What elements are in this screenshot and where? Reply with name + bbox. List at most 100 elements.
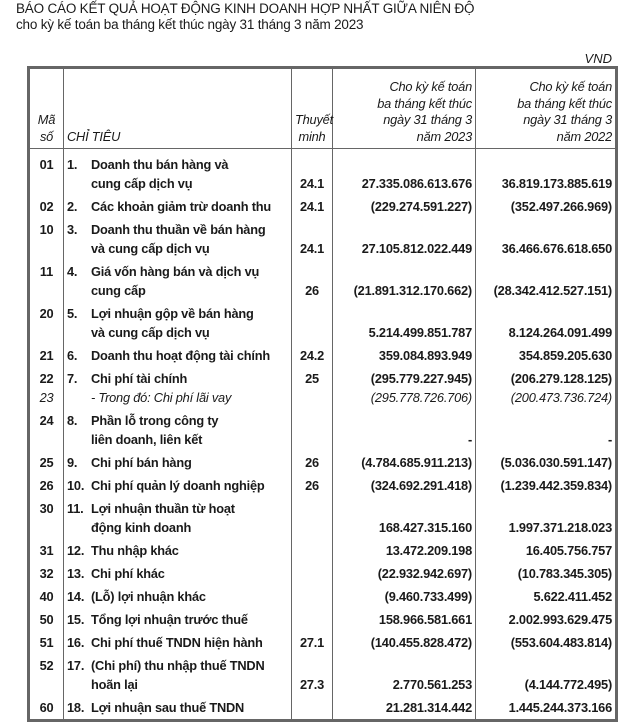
- value-2023: (9.460.733.499): [332, 585, 476, 608]
- table-row: 02 2. Các khoản giảm trừ doanh thu 24.1 (229…: [28, 195, 617, 218]
- row-code: 50: [28, 608, 64, 631]
- value-2022: 36.466.676.618.650: [475, 218, 617, 260]
- value-2023: 5.214.499.851.787: [332, 302, 476, 344]
- item-label: Lợi nhuận sau thuế TNDN: [91, 700, 245, 715]
- row-label: 3. Doanh thu thuần về bán hàng và cung cấp…: [63, 218, 292, 260]
- item-label: Thu nhập khác: [91, 543, 179, 558]
- header-code: Mã số: [28, 67, 64, 149]
- sub-value-2023: (295.778.726.706): [370, 390, 472, 405]
- item-label: Chi phí quản lý doanh nghiệp: [91, 478, 265, 493]
- row-note: [291, 562, 333, 585]
- value-2022: (10.783.345.305): [475, 562, 617, 585]
- row-note: [291, 539, 333, 562]
- row-code: 51: [28, 631, 64, 654]
- item-label: (Chi phí) thu nhập thuế TNDN hoãn lại: [91, 658, 265, 692]
- row-label: 11. Lợi nhuận thuần từ hoạt động kinh doan…: [63, 497, 292, 539]
- table-row: 20 5. Lợi nhuận gộp về bán hàng và cung cấp…: [28, 302, 617, 344]
- header-note: Thuyết minh: [291, 67, 333, 149]
- item-number: 13.: [67, 566, 85, 581]
- row-note: [291, 302, 333, 344]
- value-2022: (553.604.483.814): [475, 631, 617, 654]
- table-row: 01 1. Doanh thu bán hàng và cung cấp dịch v…: [28, 148, 617, 195]
- item-number: 11.: [67, 501, 84, 516]
- table-row: 24 8. Phần lỗ trong công ty liên doanh, liê…: [28, 409, 617, 451]
- row-code: 40: [28, 585, 64, 608]
- table-row: 40 14. (Lỗ) lợi nhuận khác (9.460.733.499) 5…: [28, 585, 617, 608]
- table-row: 52 17. (Chi phí) thu nhập thuế TNDN hoãn lạ…: [28, 654, 617, 696]
- value-2023: 359.084.893.949: [332, 344, 476, 367]
- item-label: Giá vốn hàng bán và dịch vụ cung cấp: [91, 264, 260, 298]
- table-row: 22 23 7. Chi phí tài chính - Trong đó: Chi p…: [28, 367, 617, 409]
- row-code: 11: [28, 260, 64, 302]
- row-label: 10. Chi phí quản lý doanh nghiệp: [63, 474, 292, 497]
- row-note: 25: [291, 367, 333, 409]
- value-2022: (206.279.128.125) (200.473.736.724): [475, 367, 617, 409]
- value-2023: 168.427.315.160: [332, 497, 476, 539]
- row-note: 27.3: [291, 654, 333, 696]
- header-2022: Cho kỳ kế toán ba tháng kết thúc ngày 31 t…: [475, 67, 617, 149]
- table-row: 51 16. Chi phí thuế TNDN hiện hành 27.1 (140…: [28, 631, 617, 654]
- item-number: 5.: [67, 306, 78, 321]
- value-2022: (4.144.772.495): [475, 654, 617, 696]
- row-label: 9. Chi phí bán hàng: [63, 451, 292, 474]
- row-label: 1. Doanh thu bán hàng và cung cấp dịch vụ: [63, 148, 292, 195]
- value-2022: 354.859.205.630: [475, 344, 617, 367]
- value-2023: (22.932.942.697): [332, 562, 476, 585]
- value-2023: 158.966.581.661: [332, 608, 476, 631]
- report-title: BÁO CÁO KẾT QUẢ HOẠT ĐỘNG KINH DOANH HỢP…: [16, 1, 475, 16]
- row-code: 25: [28, 451, 64, 474]
- row-note: 26: [291, 474, 333, 497]
- value-2022: 8.124.264.091.499: [475, 302, 617, 344]
- row-note: 24.1: [291, 195, 333, 218]
- item-label: Chi phí tài chính: [91, 371, 188, 386]
- row-code: 21: [28, 344, 64, 367]
- row-label: 6. Doanh thu hoạt động tài chính: [63, 344, 292, 367]
- row-label: 15. Tổng lợi nhuận trước thuế: [63, 608, 292, 631]
- value-2022: (5.036.030.591.147): [475, 451, 617, 474]
- value-2022: 1.445.244.373.166: [475, 696, 617, 721]
- row-label: 8. Phần lỗ trong công ty liên doanh, liên …: [63, 409, 292, 451]
- item-number: 9.: [67, 455, 78, 470]
- row-note: [291, 696, 333, 721]
- item-label: Doanh thu hoạt động tài chính: [91, 348, 271, 363]
- row-code: 30: [28, 497, 64, 539]
- item-label: (Lỗ) lợi nhuận khác: [91, 589, 206, 604]
- row-code: 10: [28, 218, 64, 260]
- value-2023: 21.281.314.442: [332, 696, 476, 721]
- value-2023: (229.274.591.227): [332, 195, 476, 218]
- row-label: 4. Giá vốn hàng bán và dịch vụ cung cấp: [63, 260, 292, 302]
- item-number: 7.: [67, 371, 78, 386]
- value-2022: 1.997.371.218.023: [475, 497, 617, 539]
- value-2022: 36.819.173.885.619: [475, 148, 617, 195]
- table-row: 30 11. Lợi nhuận thuần từ hoạt động kinh do…: [28, 497, 617, 539]
- report-subtitle: cho kỳ kế toán ba tháng kết thúc ngày 31…: [16, 17, 364, 32]
- table-row: 32 13. Chi phí khác (22.932.942.697) (10.783…: [28, 562, 617, 585]
- item-number: 6.: [67, 348, 78, 363]
- item-number: 2.: [67, 199, 78, 214]
- row-label: 17. (Chi phí) thu nhập thuế TNDN hoãn lại: [63, 654, 292, 696]
- item-number: 3.: [67, 222, 78, 237]
- row-label: 16. Chi phí thuế TNDN hiện hành: [63, 631, 292, 654]
- item-label: Tổng lợi nhuận trước thuế: [91, 612, 248, 627]
- row-note: 26: [291, 451, 333, 474]
- value-2022: 5.622.411.452: [475, 585, 617, 608]
- header-2023: Cho kỳ kế toán ba tháng kết thúc ngày 31 t…: [332, 67, 476, 149]
- row-note: [291, 409, 333, 451]
- table-row: 10 3. Doanh thu thuần về bán hàng và cung c…: [28, 218, 617, 260]
- sub-label: - Trong đó: Chi phí lãi vay: [91, 390, 232, 405]
- table-row: 11 4. Giá vốn hàng bán và dịch vụ cung cấp 2…: [28, 260, 617, 302]
- item-number: 15.: [67, 612, 85, 627]
- value-2022: 2.002.993.629.475: [475, 608, 617, 631]
- item-number: 8.: [67, 413, 78, 428]
- row-code: 02: [28, 195, 64, 218]
- row-label: 18. Lợi nhuận sau thuế TNDN: [63, 696, 292, 721]
- row-note: 24.1: [291, 148, 333, 195]
- row-code: 22 23: [28, 367, 64, 409]
- value-2022: (352.497.266.969): [475, 195, 617, 218]
- item-number: 18.: [67, 700, 85, 715]
- value-2023: 13.472.209.198: [332, 539, 476, 562]
- row-note: 27.1: [291, 631, 333, 654]
- row-code: 52: [28, 654, 64, 696]
- value-2022: 16.405.756.757: [475, 539, 617, 562]
- row-note: 26: [291, 260, 333, 302]
